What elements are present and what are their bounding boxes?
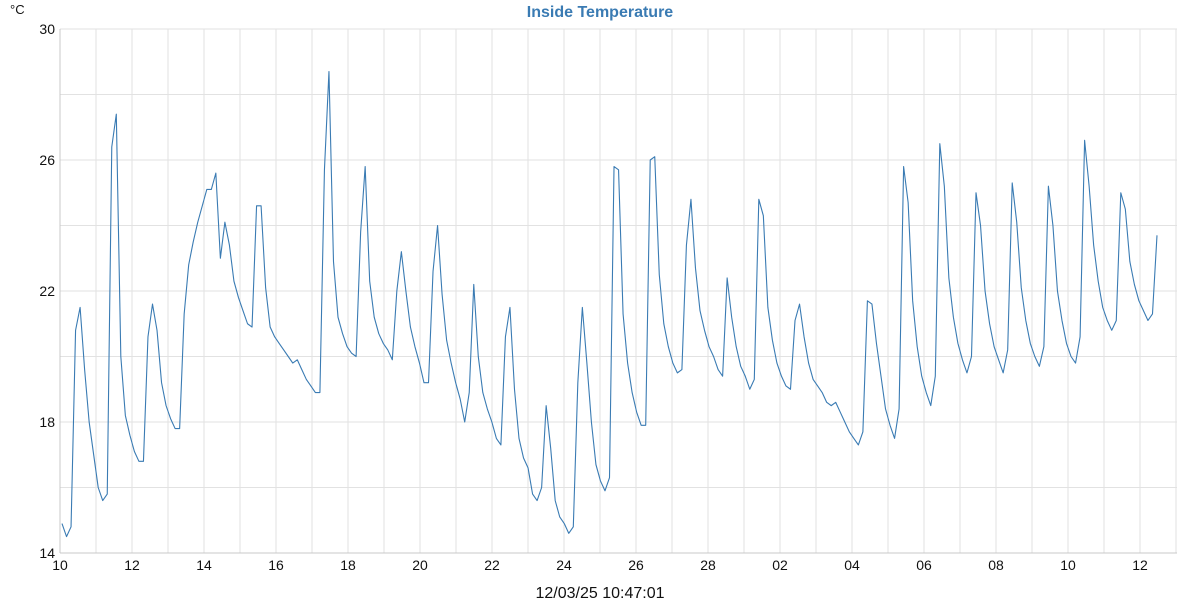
x-tick-label: 18 <box>340 557 356 573</box>
y-axis-tick-labels: 14 18 22 26 30 <box>39 21 55 561</box>
x-tick-label: 02 <box>772 557 788 573</box>
y-tick-label: 30 <box>39 21 55 37</box>
temperature-series-line <box>61 71 1158 538</box>
x-tick-label: 20 <box>412 557 428 573</box>
x-tick-label: 08 <box>988 557 1004 573</box>
x-tick-label: 26 <box>628 557 644 573</box>
x-tick-label: 14 <box>196 557 212 573</box>
series-layer <box>61 71 1158 538</box>
x-tick-label: 10 <box>1060 557 1076 573</box>
x-tick-label: 12 <box>1132 557 1148 573</box>
timestamp-label: 12/03/25 10:47:01 <box>535 585 664 600</box>
x-tick-label: 12 <box>124 557 140 573</box>
x-tick-label: 16 <box>268 557 284 573</box>
x-tick-label: 28 <box>700 557 716 573</box>
x-tick-label: 22 <box>484 557 500 573</box>
chart-title: Inside Temperature <box>527 4 674 21</box>
x-tick-label: 06 <box>916 557 932 573</box>
y-tick-label: 14 <box>39 545 55 561</box>
x-tick-label: 04 <box>844 557 860 573</box>
y-tick-label: 22 <box>39 283 55 299</box>
x-tick-label: 24 <box>556 557 572 573</box>
grid-layer <box>59 28 1177 554</box>
x-axis-tick-labels: 10 12 14 16 18 20 22 24 26 28 02 04 06 08 10 12 <box>52 557 1148 573</box>
x-tick-label: 10 <box>52 557 68 573</box>
y-tick-label: 26 <box>39 152 55 168</box>
y-axis-unit: °C <box>10 2 25 17</box>
y-tick-label: 18 <box>39 414 55 430</box>
